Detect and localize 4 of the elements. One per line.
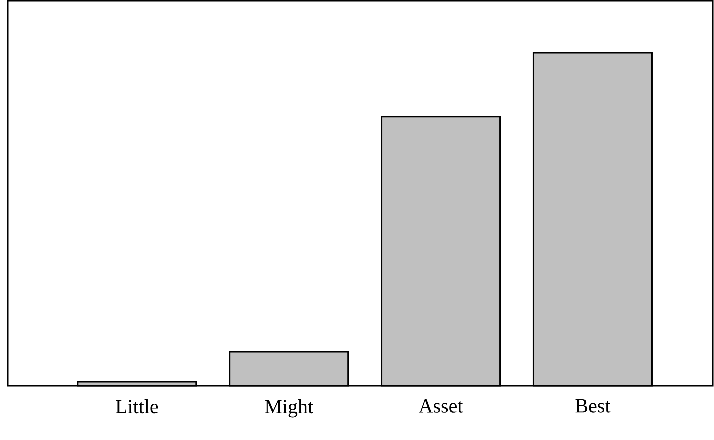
x-tick-label: Little — [116, 400, 158, 414]
x-tick-label: Best — [576, 400, 611, 413]
x-tick-label: Might — [265, 400, 314, 418]
x-tick-label: Asset — [419, 400, 464, 413]
